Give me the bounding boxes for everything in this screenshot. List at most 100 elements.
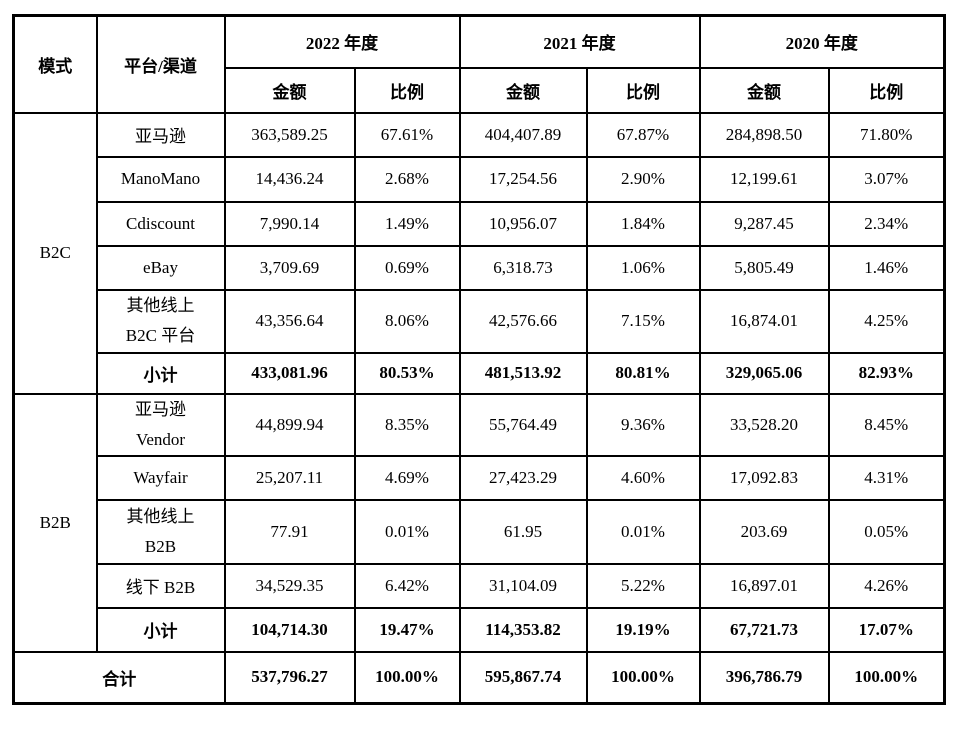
ratio-cell: 4.69% [353,454,461,501]
amount-cell: 114,353.82 [458,606,588,653]
amount-cell: 34,529.35 [223,562,356,609]
ratio-cell: 4.25% [827,288,946,354]
ratio-cell: 17.07% [827,606,946,653]
amount-cell: 16,897.01 [698,562,830,609]
amount-cell: 27,423.29 [458,454,588,501]
ratio-cell: 0.69% [353,244,461,291]
amount-cell: 284,898.50 [698,111,830,158]
amount-cell: 25,207.11 [223,454,356,501]
amount-cell: 363,589.25 [223,111,356,158]
amount-cell: 404,407.89 [458,111,588,158]
ratio-cell: 0.01% [353,498,461,565]
ratio-cell: 9.36% [585,392,701,457]
ratio-cell: 82.93% [827,351,946,395]
ratio-cell: 4.60% [585,454,701,501]
subtotal-row-b2b: 小计 104,714.30 19.47% 114,353.82 19.19% 6… [14,606,946,653]
amount-cell: 3,709.69 [223,244,356,291]
ratio-cell: 100.00% [353,650,461,705]
platform-cell: Wayfair [95,454,226,501]
table-header-row: 模式 平台/渠道 2022 年度 2021 年度 2020 年度 [12,14,946,114]
ratio-cell: 8.06% [353,288,461,354]
amount-cell: 5,805.49 [698,244,830,291]
ratio-cell: 8.35% [353,392,461,457]
ratio-cell: 67.61% [353,111,461,158]
ratio-cell: 1.84% [585,200,701,247]
platform-cell: eBay [95,244,226,291]
ratio-cell: 5.22% [585,562,701,609]
table-row: eBay 3,709.69 0.69% 6,318.73 1.06% 5,805… [14,244,946,291]
document-page: 模式 平台/渠道 2022 年度 2021 年度 2020 年度 金额 比例 金… [12,14,946,705]
header-amount-2020: 金额 [698,66,830,114]
ratio-cell: 1.49% [353,200,461,247]
amount-cell: 67,721.73 [698,606,830,653]
amount-cell: 329,065.06 [698,351,830,395]
ratio-cell: 1.06% [585,244,701,291]
header-ratio-2020: 比例 [827,66,946,114]
amount-cell: 6,318.73 [458,244,588,291]
table-row: Wayfair 25,207.11 4.69% 27,423.29 4.60% … [14,454,946,501]
ratio-cell: 0.01% [585,498,701,565]
ratio-cell: 1.46% [827,244,946,291]
amount-cell: 17,254.56 [458,155,588,203]
amount-cell: 12,199.61 [698,155,830,203]
ratio-cell: 67.87% [585,111,701,158]
amount-cell: 42,576.66 [458,288,588,354]
amount-cell: 10,956.07 [458,200,588,247]
platform-cell: 亚马逊 Vendor [95,392,226,457]
ratio-cell: 4.31% [827,454,946,501]
platform-cell: Cdiscount [95,200,226,247]
table-row: ManoMano 14,436.24 2.68% 17,254.56 2.90%… [14,155,946,203]
ratio-cell: 6.42% [353,562,461,609]
amount-cell: 43,356.64 [223,288,356,354]
ratio-cell: 3.07% [827,155,946,203]
ratio-cell: 4.26% [827,562,946,609]
amount-cell: 481,513.92 [458,351,588,395]
subtotal-label: 小计 [95,606,226,653]
platform-cell: 其他线上 B2B [95,498,226,565]
amount-cell: 9,287.45 [698,200,830,247]
amount-cell: 7,990.14 [223,200,356,247]
amount-cell: 203.69 [698,498,830,565]
header-year-2020: 2020 年度 [698,14,946,69]
header-ratio-2022: 比例 [353,66,461,114]
ratio-cell: 80.53% [353,351,461,395]
mode-cell-b2c: B2C [12,111,98,395]
amount-cell: 16,874.01 [698,288,830,354]
subtotal-label: 小计 [95,351,226,395]
ratio-cell: 100.00% [827,650,946,705]
platform-cell: 其他线上 B2C 平台 [95,288,226,354]
table-subheader-row: 金额 比例 金额 比例 金额 比例 [14,66,946,114]
amount-cell: 396,786.79 [698,650,830,705]
amount-cell: 31,104.09 [458,562,588,609]
ratio-cell: 19.47% [353,606,461,653]
amount-cell: 537,796.27 [223,650,356,705]
ratio-cell: 0.05% [827,498,946,565]
table-row: B2B 亚马逊 Vendor 44,899.94 8.35% 55,764.49… [12,392,946,653]
amount-cell: 33,528.20 [698,392,830,457]
amount-cell: 44,899.94 [223,392,356,457]
header-amount-2022: 金额 [223,66,356,114]
header-year-2022: 2022 年度 [223,14,461,69]
header-ratio-2021: 比例 [585,66,701,114]
total-row: 合计 537,796.27 100.00% 595,867.74 100.00%… [12,650,946,705]
subtotal-row-b2c: 小计 433,081.96 80.53% 481,513.92 80.81% 3… [14,351,946,395]
header-amount-2021: 金额 [458,66,588,114]
ratio-cell: 8.45% [827,392,946,457]
amount-cell: 14,436.24 [223,155,356,203]
amount-cell: 17,092.83 [698,454,830,501]
table-row: B2C 亚马逊 363,589.25 67.61% 404,407.89 67.… [12,111,946,395]
amount-cell: 595,867.74 [458,650,588,705]
total-label: 合计 [12,650,226,705]
amount-cell: 61.95 [458,498,588,565]
table-row: 线下 B2B 34,529.35 6.42% 31,104.09 5.22% 1… [14,562,946,609]
amount-cell: 433,081.96 [223,351,356,395]
amount-cell: 55,764.49 [458,392,588,457]
table-row: 其他线上 B2C 平台 43,356.64 8.06% 42,576.66 7.… [14,288,946,354]
ratio-cell: 2.34% [827,200,946,247]
header-platform: 平台/渠道 [95,14,226,114]
amount-cell: 77.91 [223,498,356,565]
platform-cell: 线下 B2B [95,562,226,609]
ratio-cell: 100.00% [585,650,701,705]
platform-cell: 亚马逊 [95,111,226,158]
sales-by-channel-table: 模式 平台/渠道 2022 年度 2021 年度 2020 年度 金额 比例 金… [12,14,946,705]
